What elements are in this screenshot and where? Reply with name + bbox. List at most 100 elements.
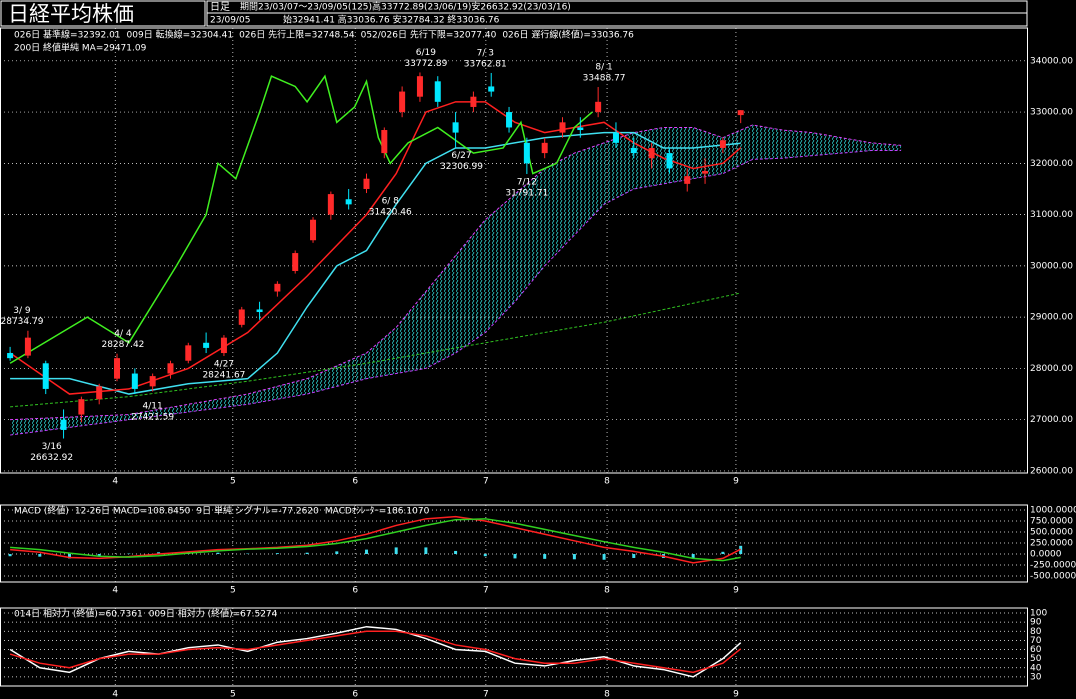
candle-body	[416, 76, 423, 97]
histogram-bar	[8, 554, 12, 557]
legend-entry: 052/026日 先行下限=32077.40	[361, 29, 497, 41]
y-tick-label: 60	[1030, 645, 1042, 655]
y-tick-label: 30000.00	[1030, 261, 1073, 271]
title: 日経平均株価	[8, 2, 134, 26]
histogram-bar	[632, 554, 636, 558]
x-tick-label: 4	[112, 477, 118, 487]
y-tick-label: -500.0000	[1030, 572, 1076, 582]
candle-body	[238, 309, 245, 325]
y-tick-label: 29000.00	[1030, 313, 1073, 323]
histogram-bar	[483, 554, 487, 557]
y-tick-label: 500.0000	[1030, 528, 1073, 538]
y-tick-label: 80	[1030, 627, 1042, 637]
annotation-date: 4/27	[214, 360, 234, 370]
x-tick-label: 9	[733, 477, 739, 487]
candle-body	[648, 147, 655, 159]
candle-body	[114, 358, 121, 379]
x-tick-label: 7	[483, 586, 489, 596]
x-tick-label: 7	[483, 477, 489, 487]
candle-body	[345, 199, 352, 205]
histogram-bar	[543, 554, 547, 559]
x-tick-label: 8	[604, 690, 610, 699]
y-tick-label: 26000.00	[1030, 466, 1073, 476]
candle-body	[684, 176, 691, 184]
x-tick-label: 4	[112, 690, 118, 699]
candle-body	[523, 142, 530, 164]
date: 23/09/05	[210, 16, 250, 26]
x-tick-label: 9	[733, 690, 739, 699]
histogram-bar	[335, 551, 339, 555]
y-tick-label: 100	[1030, 609, 1047, 619]
legend-entry: 014日 相対力 (終値)=60.7361	[14, 608, 143, 620]
annotation-date: 6/19	[416, 48, 436, 58]
histogram-bar	[721, 551, 725, 555]
x-tick-label: 6	[352, 586, 358, 596]
cloud	[10, 124, 902, 436]
title-box	[0, 0, 206, 27]
candle-body	[96, 386, 103, 400]
legend-entry: MACDｵｼﾚｰﾀｰ=186.1070	[325, 506, 430, 517]
indicator-line	[9, 74, 593, 364]
candle-body	[452, 122, 459, 133]
candle-body	[42, 363, 49, 389]
y-tick-label: 33000.00	[1030, 108, 1073, 118]
legend-entry: 12-26日 MACD=108.8450	[75, 506, 191, 517]
x-tick-label: 6	[352, 690, 358, 699]
x-tick-label: 5	[230, 690, 236, 699]
x-tick-label: 4	[112, 586, 118, 596]
panel-frame	[0, 27, 1028, 474]
candle-body	[434, 81, 441, 102]
candle-body	[60, 419, 67, 430]
annotation-value: 33762.81	[464, 59, 507, 69]
candle-body	[310, 219, 317, 241]
candle-body	[203, 342, 210, 348]
y-tick-label: 1000.0000	[1030, 506, 1076, 516]
annotation-value: 28287.42	[101, 340, 144, 350]
annotation-value: 33488.77	[583, 74, 626, 84]
annotation-value: 31791.71	[505, 189, 548, 199]
legend-entry: 9日 単純 シグナル=-77.2620	[196, 505, 319, 517]
legend-entry: MACD (終値)	[14, 505, 69, 517]
y-tick-label: 31000.00	[1030, 210, 1073, 220]
legend-entry: 026日 遅行線(終値)=33036.76	[502, 29, 634, 41]
span-lower-line	[10, 150, 902, 436]
y-tick-label: 27000.00	[1030, 415, 1073, 425]
candle-body	[185, 345, 192, 361]
legend-entry: 009日 相対力 (終値)=67.5274	[149, 608, 278, 620]
legend-entry: 026日 先行上限=32748.54	[239, 29, 355, 41]
y-tick-label: 50	[1030, 654, 1042, 664]
histogram-bar	[572, 554, 576, 560]
period-type: 日足	[210, 1, 230, 13]
indicator-line	[10, 518, 741, 562]
candle-body	[167, 363, 174, 374]
histogram-bar	[38, 554, 42, 557]
annotation-value: 32306.99	[440, 162, 483, 172]
x-tick-label: 7	[483, 690, 489, 699]
candle-body	[149, 376, 156, 387]
legend-entry: 026日 基準線=32392.01	[14, 29, 121, 41]
histogram-bar	[364, 549, 368, 555]
candle-body	[737, 110, 744, 116]
histogram-bar	[216, 552, 220, 555]
indicator-line	[9, 630, 742, 674]
histogram-bar	[454, 550, 458, 555]
x-tick-label: 8	[604, 586, 610, 596]
y-tick-label: 750.0000	[1030, 517, 1073, 527]
candle-body	[559, 122, 566, 133]
candle-body	[470, 96, 477, 107]
candle-body	[719, 140, 726, 148]
y-tick-label: 40	[1030, 663, 1042, 673]
histogram-bar	[394, 547, 398, 555]
candle-body	[488, 86, 495, 92]
header-row	[206, 12, 1028, 27]
y-tick-label: 0.0000	[1030, 550, 1062, 560]
histogram-bar	[97, 554, 101, 557]
histogram-bar	[513, 554, 517, 559]
annotation-value: 28241.67	[202, 371, 245, 381]
annotation-value: 28734.79	[1, 317, 44, 327]
histogram-bar	[691, 554, 695, 559]
histogram-bar	[275, 553, 279, 555]
